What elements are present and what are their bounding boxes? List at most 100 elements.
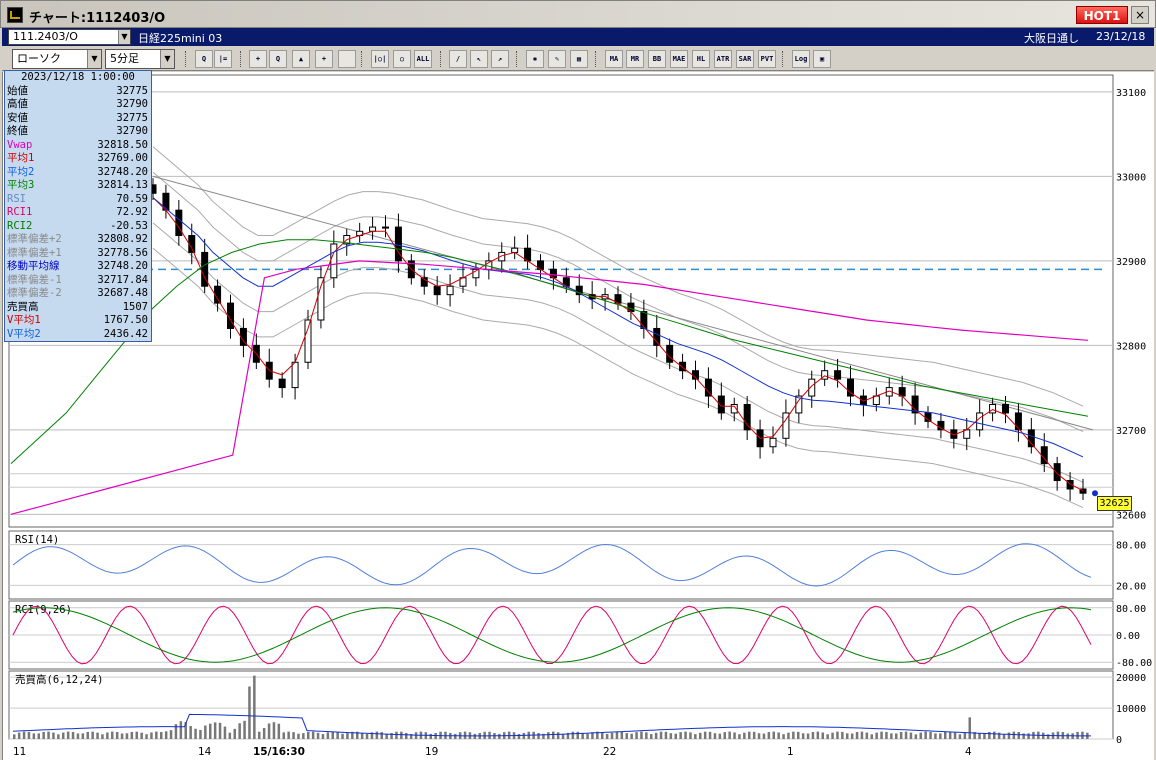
candle-body xyxy=(782,412,790,439)
panel-row: 標準偏差-2 32687.48 xyxy=(5,287,151,301)
panel-row: 安値 32775 xyxy=(5,112,151,126)
volume-bar xyxy=(238,723,241,739)
sar-button[interactable]: SAR xyxy=(736,50,754,68)
volume-bar xyxy=(1002,734,1006,739)
toolbar-separator xyxy=(595,51,597,67)
panel-row-label: 平均1 xyxy=(7,152,35,164)
volume-bar xyxy=(204,725,207,739)
price-tick-label: 33100 xyxy=(1116,88,1146,99)
volume-bar xyxy=(797,731,800,739)
volume-ma-line xyxy=(12,713,1091,737)
volume-bar xyxy=(831,732,834,739)
mae-button[interactable]: MAE xyxy=(670,50,688,68)
volume-tick-label: 0 xyxy=(1116,735,1122,746)
volume-bar xyxy=(880,731,883,739)
chart-type-select[interactable]: ローソク ▼ xyxy=(12,49,102,69)
log-button[interactable]: Log xyxy=(792,50,810,68)
volume-bar xyxy=(174,724,178,739)
candle-body xyxy=(446,285,454,296)
volume-bar xyxy=(610,732,614,739)
volume-bar xyxy=(552,731,555,739)
volume-bar xyxy=(684,731,687,739)
volume-bar xyxy=(993,731,996,739)
timeframe-select[interactable]: 5分足 ▼ xyxy=(105,49,175,69)
candle-button[interactable]: |○| xyxy=(371,50,389,68)
all-button[interactable]: ALL xyxy=(414,50,432,68)
chevron-down-icon[interactable]: ▼ xyxy=(160,50,174,68)
hl-button[interactable]: HL xyxy=(692,50,710,68)
exit-icon: ▣ xyxy=(819,55,825,63)
volume-bar xyxy=(498,733,501,739)
symbol-info-bar: 111.2403/O ▼ 日経225mini 03 大阪日通し 23/12/18 xyxy=(2,28,1154,46)
volume-bar xyxy=(351,731,354,739)
symbol-value: 111.2403/O xyxy=(13,30,78,43)
panel-row-value: 32775 xyxy=(116,84,148,97)
bb-icon: BB xyxy=(652,55,662,63)
chart-area[interactable]: 33100 33000 32900 32800 32700 32600 80.00 20.00… xyxy=(2,72,1154,760)
volume-bar xyxy=(297,733,300,739)
panel-row-label: 高値 xyxy=(7,98,28,110)
volume-bar xyxy=(816,731,820,739)
volume-bar xyxy=(953,732,957,739)
volume-bar xyxy=(1081,731,1084,739)
close-button[interactable]: × xyxy=(1131,6,1149,24)
candle2-button[interactable]: ○ xyxy=(393,50,411,68)
candle-body xyxy=(511,247,519,253)
hl-icon: HL xyxy=(696,55,706,63)
panel-row-label: 標準偏差-1 xyxy=(7,273,62,286)
volume-bar xyxy=(228,732,232,739)
volume-bar xyxy=(414,732,418,739)
volume-bar xyxy=(400,731,403,739)
chevron-down-icon[interactable]: ▼ xyxy=(87,50,101,68)
zoom-button[interactable]: Q xyxy=(195,50,213,68)
pen-button[interactable]: / xyxy=(449,50,467,68)
volume-bar xyxy=(811,732,815,739)
volume-bar xyxy=(723,732,726,739)
bb-button[interactable]: BB xyxy=(648,50,666,68)
sar-icon: SAR xyxy=(738,55,752,63)
hot1-button[interactable]: HOT1 xyxy=(1076,6,1128,24)
panel-row: RCI1 72.92 xyxy=(5,206,151,220)
symbol-select[interactable]: 111.2403/O ▼ xyxy=(8,29,131,45)
palette-button[interactable]: ▦ xyxy=(570,50,588,68)
mr-button[interactable]: MR xyxy=(626,50,644,68)
chart-button[interactable]: ▲ xyxy=(292,50,310,68)
volume-bar xyxy=(841,731,844,739)
brush-button[interactable]: ✎ xyxy=(548,50,566,68)
search-button[interactable]: Q xyxy=(269,50,287,68)
volume-bar xyxy=(262,727,266,739)
candle-body xyxy=(666,344,674,363)
volume-bar xyxy=(669,733,673,739)
pvt-button[interactable]: PVT xyxy=(758,50,776,68)
candle-body xyxy=(201,251,209,287)
candle-body xyxy=(1002,403,1009,414)
panel-row-value: -20.53 xyxy=(110,219,148,232)
bar-button[interactable]: |= xyxy=(214,50,232,68)
price-tick-label: 33000 xyxy=(1116,172,1146,183)
volume-bar xyxy=(365,733,369,739)
pointer-button[interactable]: ↖ xyxy=(470,50,488,68)
volume-bar xyxy=(272,722,276,739)
price-tick-label: 32800 xyxy=(1116,341,1146,352)
gear-button[interactable]: ✱ xyxy=(526,50,544,68)
atr-button[interactable]: ATR xyxy=(714,50,732,68)
volume-bar xyxy=(924,731,927,739)
panel-row: 移動平均線 32748.20 xyxy=(5,260,151,274)
arrows-button[interactable]: + xyxy=(315,50,333,68)
chart-toolbar: ローソク ▼ 5分足 ▼ Q |= + Q ▲ + |○| ○ ALL / ↖ ↗ ✱ ✎ ▦ MA MR BB M… xyxy=(2,47,1154,71)
ma-slow-line xyxy=(10,239,1089,464)
volume-bar xyxy=(86,731,89,739)
line-button[interactable]: ↗ xyxy=(491,50,509,68)
candle-body xyxy=(989,403,997,414)
ma-button[interactable]: MA xyxy=(605,50,623,68)
exit-button[interactable]: ▣ xyxy=(813,50,831,68)
volume-bar xyxy=(968,717,971,739)
cross-button[interactable]: + xyxy=(249,50,267,68)
market-session: 大阪日通し xyxy=(1024,32,1079,45)
candle-body xyxy=(821,370,829,380)
chevron-down-icon[interactable]: ▼ xyxy=(118,30,130,44)
volume-bar xyxy=(654,732,658,739)
grey-button[interactable] xyxy=(338,50,356,68)
volume-bar xyxy=(17,732,21,739)
volume-bar xyxy=(76,733,80,739)
